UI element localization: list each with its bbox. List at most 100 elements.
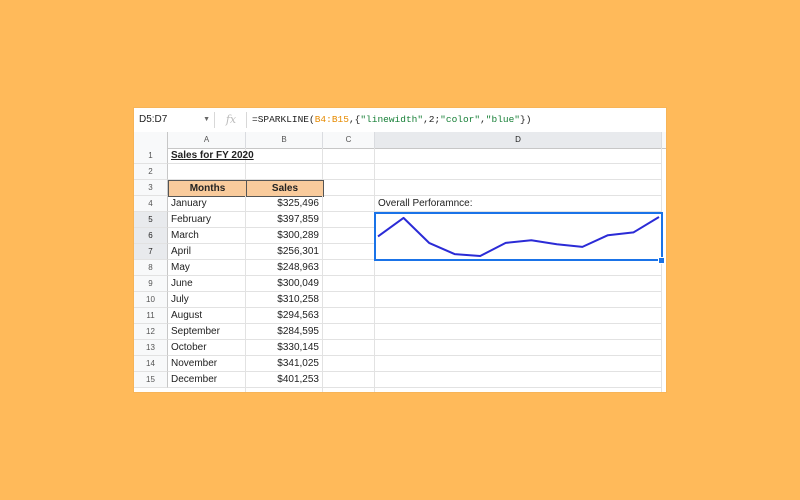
grid-cell[interactable] (323, 196, 375, 212)
sales-cell[interactable]: $256,301 (246, 244, 323, 260)
grid-cell[interactable] (323, 292, 375, 308)
grid-cell[interactable] (375, 356, 662, 372)
row-header-4[interactable]: 4 (134, 196, 168, 212)
grid-cell[interactable] (323, 244, 375, 260)
month-cell[interactable]: March (168, 228, 246, 244)
sales-cell[interactable]: $300,289 (246, 228, 323, 244)
column-header-b[interactable]: B (246, 132, 323, 148)
formula-range-ref: B4:B15 (314, 114, 349, 125)
month-cell[interactable]: July (168, 292, 246, 308)
sales-cell[interactable]: $310,258 (246, 292, 323, 308)
grid-cell[interactable] (323, 228, 375, 244)
grid-cell[interactable] (375, 308, 662, 324)
month-cell[interactable]: May (168, 260, 246, 276)
month-cell[interactable]: October (168, 340, 246, 356)
name-box[interactable]: D5:D7 ▼ (134, 108, 214, 132)
row-header-7[interactable]: 7 (134, 244, 168, 260)
header-months[interactable]: Months (168, 180, 247, 197)
month-cell[interactable]: June (168, 276, 246, 292)
formula-text: =SPARKLINE( (252, 114, 315, 125)
column-header-row: A B C D (134, 132, 666, 149)
grid-cell[interactable] (375, 292, 662, 308)
grid-cell[interactable] (375, 372, 662, 388)
sheet-title[interactable]: Sales for FY 2020 (168, 148, 254, 164)
month-cell[interactable]: November (168, 356, 246, 372)
grid-cell[interactable] (323, 340, 375, 356)
row-header-15[interactable]: 15 (134, 372, 168, 388)
grid-cell[interactable] (323, 180, 375, 196)
grid-cell[interactable] (375, 340, 662, 356)
row-header-12[interactable]: 12 (134, 324, 168, 340)
sparkline-cell[interactable] (374, 212, 663, 261)
column-header-d[interactable]: D (375, 132, 662, 148)
grid-cell[interactable] (323, 308, 375, 324)
grid-cell[interactable] (375, 388, 662, 392)
grid-cell[interactable] (375, 164, 662, 180)
grid-cell[interactable] (375, 148, 662, 164)
grid-cell[interactable] (375, 276, 662, 292)
sparkline-label[interactable]: Overall Perforamnce: (375, 196, 662, 212)
row-header-5[interactable]: 5 (134, 212, 168, 228)
month-cell[interactable]: January (168, 196, 246, 212)
grid-cell[interactable] (246, 164, 323, 180)
chevron-down-icon[interactable]: ▼ (203, 116, 210, 123)
row-header-3[interactable]: 3 (134, 180, 168, 196)
sales-cell[interactable]: $325,496 (246, 196, 323, 212)
row-header-8[interactable]: 8 (134, 260, 168, 276)
row-header-6[interactable]: 6 (134, 228, 168, 244)
row-header-11[interactable]: 11 (134, 308, 168, 324)
column-header-a[interactable]: A (168, 132, 246, 148)
divider (214, 112, 215, 128)
grid-cell[interactable] (246, 388, 323, 392)
formula-text: ,{ (348, 114, 361, 125)
grid-cell[interactable] (168, 388, 246, 392)
sales-cell[interactable]: $300,049 (246, 276, 323, 292)
grid-cell[interactable] (168, 164, 246, 180)
month-cell[interactable]: August (168, 308, 246, 324)
month-cell[interactable]: February (168, 212, 246, 228)
header-sales[interactable]: Sales (246, 180, 324, 197)
formula-input[interactable]: =SPARKLINE(B4:B15,{"linewidth",2;"color"… (252, 108, 531, 132)
sparkline-line (377, 216, 660, 257)
column-header-c[interactable]: C (323, 132, 375, 148)
formula-string: "blue" (485, 114, 521, 125)
sales-cell[interactable]: $284,595 (246, 324, 323, 340)
divider (246, 112, 247, 128)
formula-string: "color" (440, 114, 481, 125)
grid-cell[interactable] (375, 180, 662, 196)
row-header-13[interactable]: 13 (134, 340, 168, 356)
sales-cell[interactable]: $341,025 (246, 356, 323, 372)
grid-cell[interactable] (375, 260, 662, 276)
fill-handle[interactable] (658, 257, 665, 264)
formula-bar: D5:D7 ▼ fx =SPARKLINE(B4:B15,{"linewidth… (134, 108, 666, 133)
grid-cell[interactable] (323, 260, 375, 276)
grid-cell[interactable] (323, 212, 375, 228)
formula-string: "linewidth" (360, 114, 424, 125)
sales-cell[interactable]: $397,859 (246, 212, 323, 228)
formula-text: }) (520, 114, 532, 125)
grid-cell[interactable] (323, 276, 375, 292)
grid-cell[interactable] (246, 148, 323, 164)
month-cell[interactable]: April (168, 244, 246, 260)
row-header-9[interactable]: 9 (134, 276, 168, 292)
spreadsheet: D5:D7 ▼ fx =SPARKLINE(B4:B15,{"linewidth… (134, 108, 666, 392)
grid-cell[interactable] (375, 324, 662, 340)
sales-cell[interactable]: $248,963 (246, 260, 323, 276)
row-header-2[interactable]: 2 (134, 164, 168, 180)
grid-cell[interactable] (323, 388, 375, 392)
row-header-14[interactable]: 14 (134, 356, 168, 372)
grid-cell[interactable] (323, 324, 375, 340)
row-header-1[interactable]: 1 (134, 148, 168, 164)
grid-cell[interactable] (323, 356, 375, 372)
sales-cell[interactable]: $401,253 (246, 372, 323, 388)
grid-cell[interactable] (323, 372, 375, 388)
row-header-10[interactable]: 10 (134, 292, 168, 308)
sales-cell[interactable]: $294,563 (246, 308, 323, 324)
sales-cell[interactable]: $330,145 (246, 340, 323, 356)
grid-cell[interactable] (323, 148, 375, 164)
grid-cell[interactable] (323, 164, 375, 180)
month-cell[interactable]: December (168, 372, 246, 388)
fx-icon: fx (225, 113, 237, 126)
month-cell[interactable]: September (168, 324, 246, 340)
select-all-corner[interactable] (134, 132, 168, 148)
